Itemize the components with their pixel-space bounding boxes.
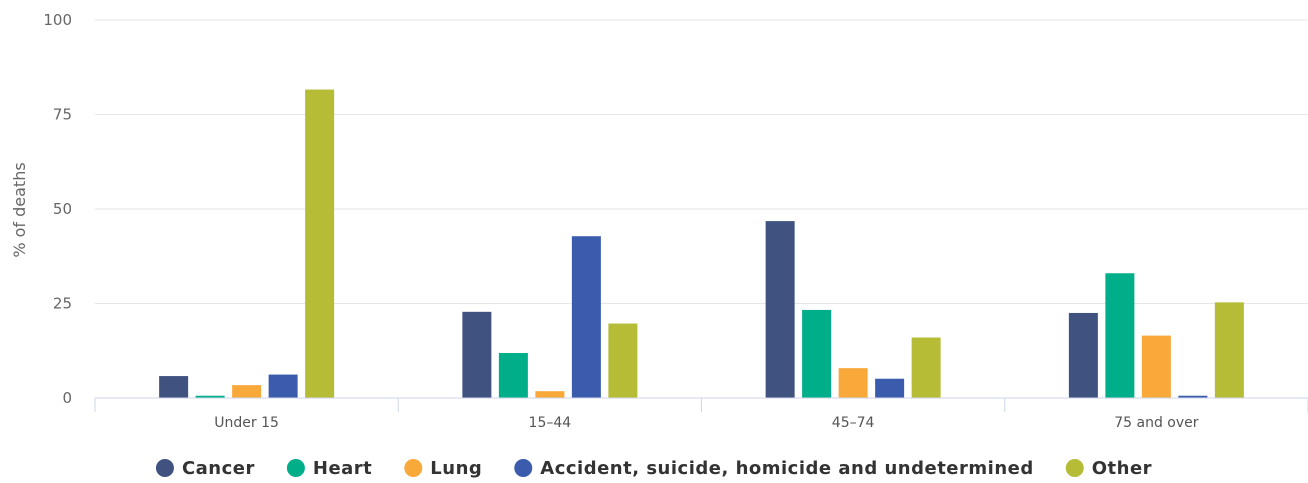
legend: Cancer Heart Lung Accident, suicide, homici… [155, 458, 1152, 479]
y-axis-title: % of deaths [10, 162, 29, 257]
gridlines [95, 19, 1308, 304]
bar [1141, 335, 1171, 398]
bar [305, 89, 335, 398]
x-tick-label: 45–74 [832, 415, 875, 431]
bar [765, 221, 795, 398]
legend-item[interactable]: Cancer [155, 458, 255, 479]
bar [535, 391, 565, 398]
y-tick-label: 100 [43, 11, 72, 29]
bar [1105, 273, 1135, 398]
y-tick-label: 50 [53, 200, 72, 218]
legend-label: Other [1092, 458, 1152, 479]
legend-marker [404, 459, 423, 477]
bar [875, 378, 905, 398]
x-tick-label: 75 and over [1114, 415, 1199, 431]
y-axis-ticks: 0 25 50 75 100 [43, 11, 72, 407]
x-tick-label: Under 15 [214, 415, 279, 431]
bar [838, 368, 868, 398]
legend-marker [155, 459, 174, 477]
legend-marker [1065, 459, 1084, 477]
y-tick-label: 25 [53, 295, 72, 313]
legend-label: Cancer [182, 458, 255, 479]
bar [1178, 395, 1208, 398]
bar [571, 236, 601, 398]
bar [608, 323, 638, 398]
legend-item[interactable]: Other [1065, 458, 1152, 479]
bar [1214, 302, 1244, 398]
legend-label: Accident, suicide, homicide and undeterm… [540, 458, 1033, 479]
legend-label: Lung [430, 458, 482, 479]
bar [232, 385, 262, 398]
bar [195, 395, 225, 398]
legend-label: Heart [313, 458, 372, 479]
legend-item[interactable]: Heart [286, 458, 372, 479]
bar [802, 309, 832, 398]
y-tick-label: 75 [53, 106, 72, 124]
bar [498, 353, 528, 398]
bar [462, 311, 492, 398]
bar [1068, 312, 1098, 398]
bar [911, 337, 941, 398]
legend-marker [286, 459, 305, 477]
bar [268, 374, 298, 398]
legend-item[interactable]: Accident, suicide, homicide and undeterm… [514, 458, 1033, 479]
x-axis-ticks: Under 15 15–44 45–74 75 and over [94, 398, 1308, 431]
bars [159, 89, 1244, 398]
legend-item[interactable]: Lung [404, 458, 482, 479]
bar [159, 376, 189, 398]
y-tick-label: 0 [62, 389, 72, 407]
legend-marker [514, 459, 533, 477]
x-tick-label: 15–44 [529, 415, 572, 431]
